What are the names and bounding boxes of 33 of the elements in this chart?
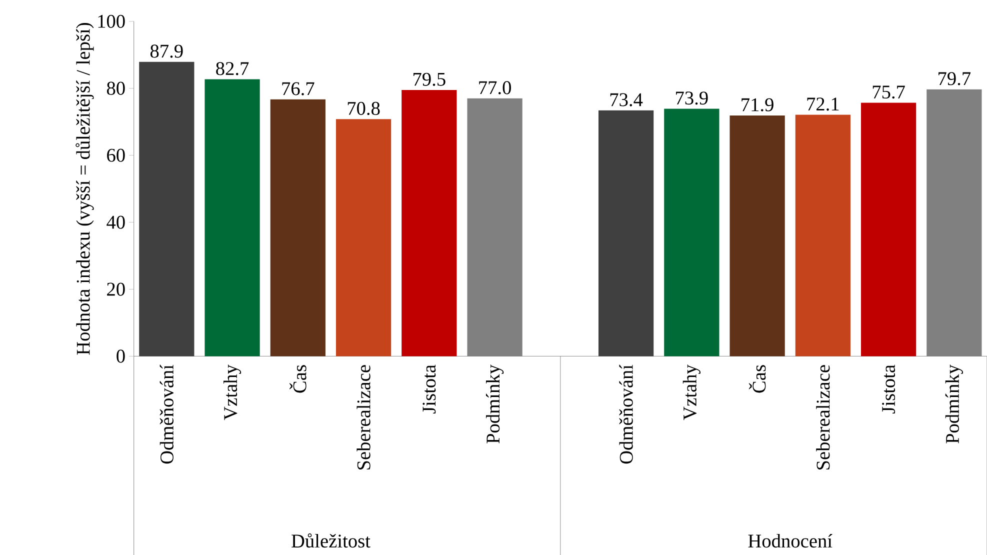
data-label: 75.7 (872, 86, 905, 99)
y-tick-label: 60 (107, 148, 125, 162)
x-tick-label: Jistota (882, 364, 896, 414)
data-label: 70.8 (348, 102, 380, 115)
x-tick-label: Vztahy (223, 364, 242, 420)
data-label: 79.5 (414, 72, 446, 86)
data-label: 71.9 (742, 98, 774, 112)
data-label: 76.7 (282, 82, 314, 96)
data-label: 77.0 (479, 81, 511, 94)
y-tick-label: 20 (107, 282, 125, 296)
x-tick-label: Odměňování (619, 364, 633, 464)
x-tick-label: Podmínky (945, 364, 963, 444)
x-tick-label: Odměňování (160, 364, 174, 464)
y-axis-title: Hodnota indexu (vyšší = důležitější / lepší) (76, 22, 94, 355)
y-tick-label: 100 (98, 14, 125, 28)
x-tick-label: Seberealizace (816, 365, 830, 470)
data-label: 82.7 (216, 62, 249, 76)
y-tick-label: 0 (116, 350, 125, 363)
text: Důležitost (292, 533, 370, 548)
data-label: 73.9 (676, 92, 708, 105)
y-tick-label: 80 (106, 82, 125, 95)
x-tick-label: Podmínky (486, 364, 504, 444)
data-label: 73.4 (610, 93, 643, 106)
x-tick-label: Čas (290, 365, 306, 393)
data-label: 87.9 (150, 44, 183, 58)
x-tick-label: Seberealizace (356, 365, 370, 470)
text: Hodnocení (748, 534, 832, 548)
y-tick-label: 40 (106, 216, 125, 229)
x-tick-label: Čas (748, 365, 766, 393)
x-tick-label: Jistota (422, 364, 436, 414)
data-label: 72.1 (807, 98, 839, 111)
data-label: 79.7 (938, 72, 971, 86)
x-tick-label: Vztahy (682, 364, 700, 420)
